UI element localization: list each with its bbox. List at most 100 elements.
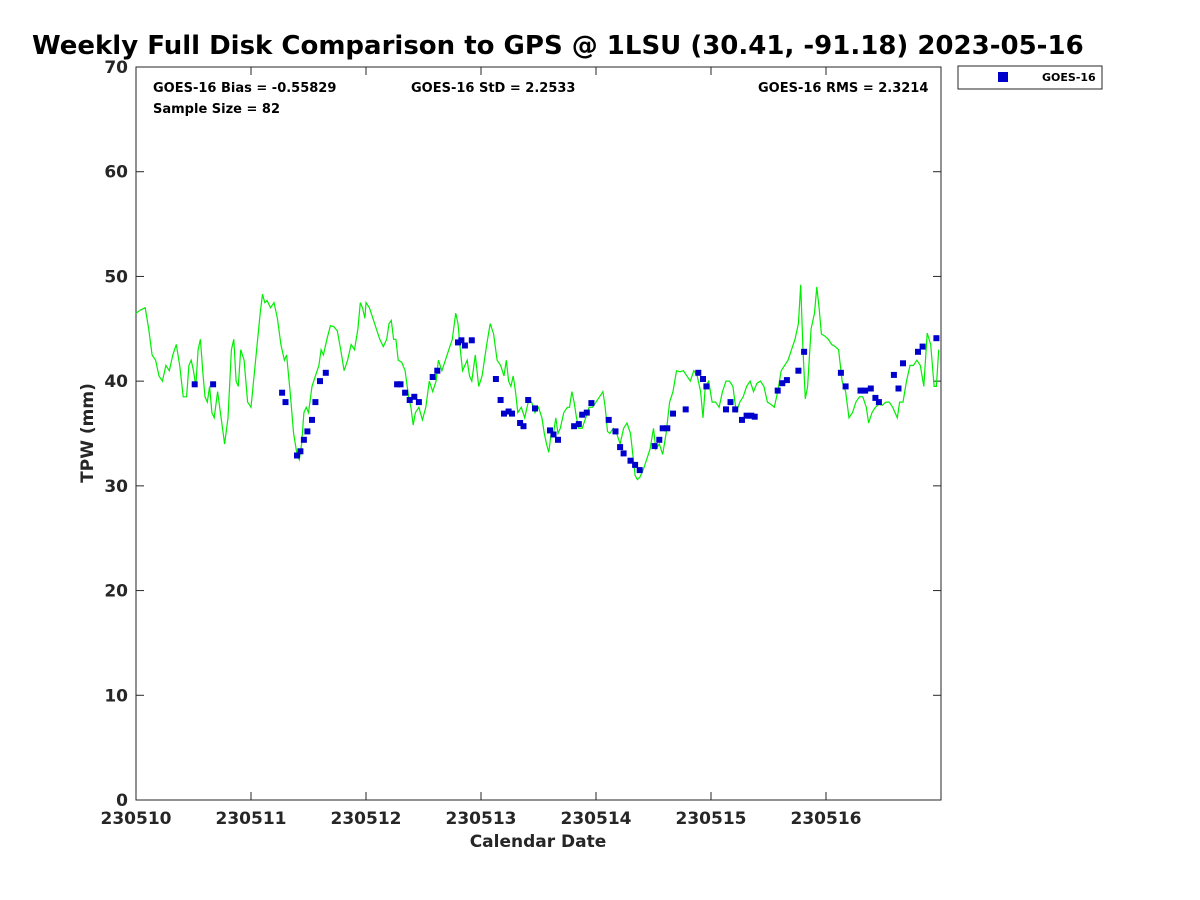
goes16-point bbox=[525, 397, 532, 403]
goes16-point bbox=[588, 400, 595, 407]
x-tick-label: 230511 bbox=[216, 809, 287, 829]
goes16-point bbox=[627, 457, 634, 464]
goes16-point bbox=[632, 461, 639, 468]
goes16-point bbox=[617, 444, 624, 451]
y-tick-label: 0 bbox=[116, 791, 128, 811]
goes16-point bbox=[402, 389, 409, 396]
goes16-point bbox=[555, 436, 561, 443]
goes16-point bbox=[492, 376, 499, 382]
goes16-point bbox=[505, 408, 512, 415]
legend-box bbox=[957, 65, 1103, 90]
goes16-point bbox=[547, 427, 553, 434]
goes16-point bbox=[509, 410, 515, 417]
y-tick-label: 10 bbox=[104, 686, 128, 706]
y-tick-label: 30 bbox=[104, 477, 128, 497]
y-axis: 0 10 20 30 40 50 60 70 bbox=[104, 58, 941, 811]
goes16-point bbox=[774, 387, 781, 394]
y-tick-label: 60 bbox=[104, 163, 128, 183]
goes16-point bbox=[875, 399, 882, 406]
goes16-point bbox=[872, 394, 879, 401]
goes16-point bbox=[520, 423, 527, 430]
goes16-point bbox=[933, 335, 940, 342]
goes16-point bbox=[842, 383, 849, 390]
goes16-point bbox=[682, 406, 689, 413]
bias-stat: GOES-16 Bias = -0.55829 bbox=[153, 81, 336, 96]
goes16-point bbox=[727, 399, 734, 406]
y-axis-label: TPW (mm) bbox=[78, 383, 98, 483]
goes16-point bbox=[636, 467, 643, 474]
x-tick-label: 230515 bbox=[676, 809, 747, 829]
goes16-point bbox=[670, 410, 676, 417]
y-tick-label: 20 bbox=[104, 582, 128, 602]
goes16-point bbox=[612, 428, 619, 435]
goes16-point bbox=[532, 405, 538, 412]
goes16-point bbox=[895, 385, 902, 392]
goes16-point bbox=[919, 343, 926, 350]
goes16-point bbox=[751, 413, 758, 420]
legend-marker bbox=[998, 72, 1008, 82]
x-tick-label: 230510 bbox=[101, 809, 172, 829]
goes16-point bbox=[739, 416, 745, 423]
goes16-point bbox=[890, 371, 897, 378]
goes16-point bbox=[394, 381, 401, 388]
goes16-point bbox=[406, 397, 413, 403]
x-tick-label: 230512 bbox=[331, 809, 402, 829]
rms-stat: GOES-16 RMS = 2.3214 bbox=[758, 81, 928, 96]
goes16-point bbox=[783, 377, 790, 384]
goes16-point bbox=[656, 436, 663, 443]
std-stat: GOES-16 StD = 2.2533 bbox=[411, 81, 575, 96]
goes16-point bbox=[429, 374, 436, 380]
goes16-point bbox=[857, 387, 864, 394]
goes16-point bbox=[415, 399, 422, 406]
x-tick-label: 230516 bbox=[791, 809, 862, 829]
goes16-point bbox=[517, 420, 524, 426]
legend-label: GOES-16 bbox=[1042, 71, 1096, 84]
goes16-point bbox=[309, 416, 315, 423]
goes16-point bbox=[461, 342, 468, 349]
goes16-point bbox=[583, 409, 590, 416]
sample-size-stat: Sample Size = 82 bbox=[153, 102, 280, 117]
goes16-point bbox=[312, 399, 319, 406]
goes16-point bbox=[468, 337, 475, 344]
goes16-point bbox=[620, 450, 627, 457]
goes16-point bbox=[501, 410, 507, 417]
goes16-point bbox=[900, 360, 906, 367]
goes16-point bbox=[434, 367, 441, 374]
goes16-point bbox=[300, 436, 307, 443]
goes16-point bbox=[497, 397, 504, 403]
goes16-point bbox=[411, 393, 418, 400]
y-tick-label: 70 bbox=[104, 58, 128, 78]
y-tick-label: 50 bbox=[104, 267, 128, 287]
goes16-point bbox=[703, 383, 710, 390]
goes16-point bbox=[837, 369, 844, 376]
goes16-point bbox=[279, 389, 286, 396]
goes16-point bbox=[801, 348, 808, 355]
chart-title: Weekly Full Disk Comparison to GPS @ 1LS… bbox=[32, 31, 1084, 61]
goes16-point bbox=[571, 423, 578, 430]
goes16-point bbox=[210, 381, 217, 388]
goes16-point bbox=[867, 385, 874, 392]
goes16-point bbox=[191, 381, 198, 388]
goes16-point bbox=[723, 406, 729, 413]
goes16-point bbox=[282, 399, 289, 406]
x-axis: 230510 230511 230512 230513 230514 230515 2305… bbox=[101, 67, 862, 829]
goes16-point bbox=[695, 369, 702, 376]
legend: GOES-16 bbox=[957, 65, 1103, 90]
goes16-point bbox=[651, 443, 658, 450]
goes16-point bbox=[664, 425, 671, 432]
x-tick-label: 230514 bbox=[561, 809, 632, 829]
goes16-point bbox=[732, 406, 739, 413]
goes16-point bbox=[297, 448, 304, 455]
goes16-point bbox=[915, 348, 921, 355]
goes16-point bbox=[304, 428, 311, 435]
goes16-point bbox=[795, 367, 802, 374]
goes16-point bbox=[605, 416, 612, 423]
x-tick-label: 230513 bbox=[446, 809, 517, 829]
plot-area bbox=[135, 66, 942, 801]
goes16-point bbox=[579, 411, 586, 418]
x-axis-label: Calendar Date bbox=[470, 832, 607, 852]
goes16-point bbox=[743, 412, 750, 419]
goes16-series bbox=[191, 335, 940, 474]
goes16-point bbox=[294, 452, 300, 459]
